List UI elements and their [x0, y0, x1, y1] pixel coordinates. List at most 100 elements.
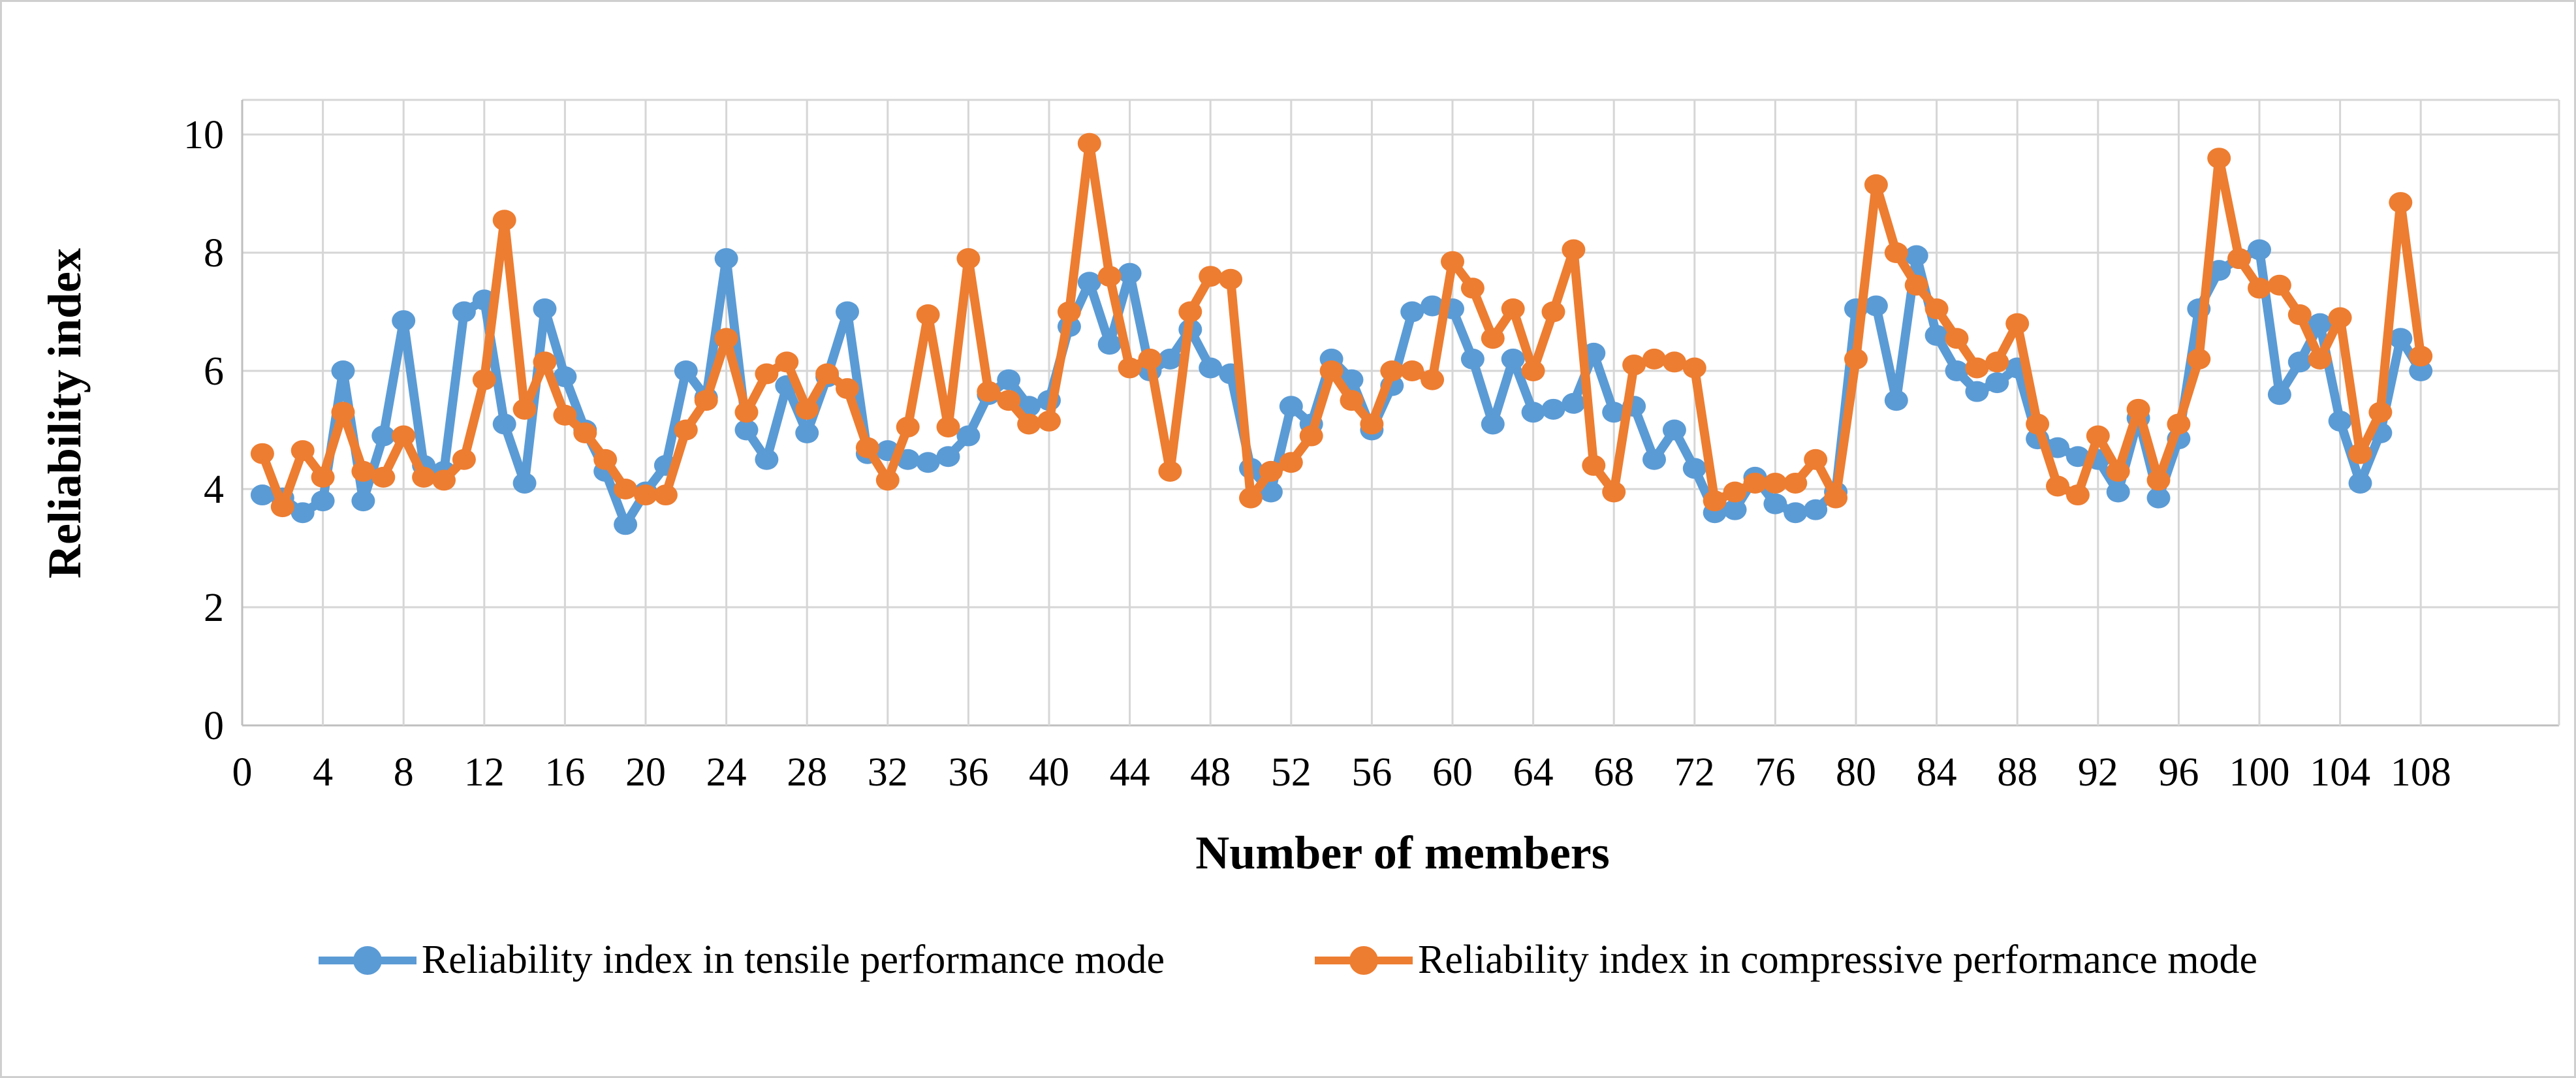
legend-item-tensile: Reliability index in tensile performance…	[318, 937, 1165, 983]
compressive-data-point	[1299, 425, 1323, 447]
x-tick-label: 60	[1432, 750, 1473, 795]
compressive-data-point	[1077, 133, 1101, 154]
tensile-data-point	[492, 413, 516, 435]
compressive-data-point	[270, 496, 294, 518]
tensile-data-point	[1642, 449, 1666, 470]
tensile-data-point	[936, 446, 960, 468]
x-tick-label: 100	[2229, 750, 2290, 795]
compressive-data-point	[1703, 490, 1727, 512]
compressive-data-point	[371, 466, 396, 488]
legend-item-compressive: Reliability index in compressive perform…	[1314, 937, 2257, 983]
compressive-series-marker-icon	[1314, 945, 1413, 975]
compressive-data-point	[1904, 274, 1928, 296]
x-tick-label: 108	[2391, 750, 2451, 795]
compressive-data-point	[1501, 298, 1525, 319]
compressive-data-point	[1239, 487, 1263, 509]
tensile-data-point	[956, 425, 981, 447]
compressive-data-point	[1985, 351, 2009, 373]
tensile-data-point	[1602, 402, 1626, 423]
compressive-data-point	[1360, 413, 1384, 435]
tensile-data-point	[795, 422, 819, 444]
tensile-data-point	[351, 490, 375, 512]
compressive-data-point	[392, 425, 416, 447]
compressive-data-point	[432, 469, 456, 491]
x-tick-label: 40	[1029, 750, 1069, 795]
x-tick-label: 104	[2310, 750, 2370, 795]
compressive-data-point	[795, 398, 819, 420]
compressive-data-point	[2267, 274, 2291, 296]
tensile-data-point	[1118, 262, 1142, 284]
x-tick-label: 44	[1110, 750, 1150, 795]
compressive-data-point	[1844, 348, 1868, 370]
compressive-data-point	[533, 351, 557, 373]
tensile-data-point	[1077, 272, 1101, 293]
compressive-data-point	[836, 378, 859, 400]
compressive-data-point	[331, 402, 355, 423]
tensile-data-point	[1521, 402, 1545, 423]
x-tick-label: 56	[1351, 750, 1392, 795]
compressive-data-point	[1723, 481, 1747, 503]
x-tick-label: 88	[1997, 750, 2037, 795]
compressive-data-point	[2409, 345, 2433, 367]
tensile-data-point	[2389, 328, 2413, 349]
tensile-data-point	[1562, 392, 1586, 414]
compressive-data-point	[1622, 354, 1646, 375]
legend: Reliability index in tensile performance…	[2, 937, 2574, 983]
compressive-data-point	[1340, 390, 1364, 411]
legend-label-tensile: Reliability index in tensile performance…	[421, 938, 1165, 982]
y-tick-label: 2	[204, 586, 224, 630]
x-tick-label: 16	[544, 750, 585, 795]
tensile-data-point	[291, 502, 315, 524]
compressive-data-point	[1682, 357, 1706, 379]
compressive-data-point	[553, 404, 577, 426]
compressive-data-point	[1219, 268, 1243, 290]
y-tick-label: 8	[204, 231, 224, 276]
compressive-data-point	[1541, 301, 1565, 323]
compressive-data-point	[1097, 266, 1122, 287]
tensile-data-point	[1421, 295, 1445, 317]
tensile-data-point	[1481, 413, 1505, 435]
compressive-data-point	[956, 248, 981, 270]
tensile-data-point	[1259, 481, 1283, 503]
tensile-data-point	[2409, 360, 2433, 381]
x-axis-title: Number of members	[1195, 827, 1610, 879]
compressive-data-point	[2368, 402, 2393, 423]
compressive-data-point	[492, 210, 516, 231]
tensile-data-point	[1682, 458, 1706, 479]
compressive-data-point	[977, 381, 1001, 402]
tensile-data-point	[2066, 446, 2090, 468]
compressive-data-point	[1158, 460, 1182, 482]
x-tick-label: 96	[2158, 750, 2199, 795]
compressive-data-point	[1400, 360, 1424, 381]
x-tick-label: 32	[868, 750, 908, 795]
compressive-data-point	[1562, 239, 1586, 261]
compressive-data-point	[1743, 472, 1767, 494]
tensile-data-point	[1662, 419, 1686, 441]
compressive-data-point	[2348, 443, 2372, 464]
tensile-data-point	[1945, 360, 1969, 381]
compressive-data-point	[2066, 484, 2090, 506]
tensile-data-point	[1279, 396, 1303, 417]
compressive-data-point	[755, 363, 779, 385]
compressive-data-point	[1481, 328, 1505, 349]
compressive-data-point	[2248, 277, 2271, 299]
tensile-data-point	[250, 484, 274, 506]
x-tick-label: 48	[1190, 750, 1231, 795]
x-tick-label: 4	[313, 750, 333, 795]
tensile-data-point	[452, 301, 476, 323]
compressive-data-point	[2126, 398, 2150, 420]
x-tick-label: 64	[1513, 750, 1554, 795]
compressive-data-point	[472, 369, 496, 390]
tensile-data-point	[392, 310, 416, 332]
compressive-data-point	[653, 484, 678, 506]
compressive-data-point	[2207, 148, 2231, 169]
x-tick-label: 24	[706, 750, 747, 795]
compressive-data-point	[1965, 357, 1989, 379]
compressive-data-point	[412, 466, 436, 488]
tensile-data-point	[916, 452, 940, 473]
compressive-data-point	[2106, 460, 2130, 482]
tensile-data-point	[1884, 390, 1908, 411]
tensile-data-point	[1400, 301, 1424, 323]
compressive-data-point	[512, 398, 537, 420]
